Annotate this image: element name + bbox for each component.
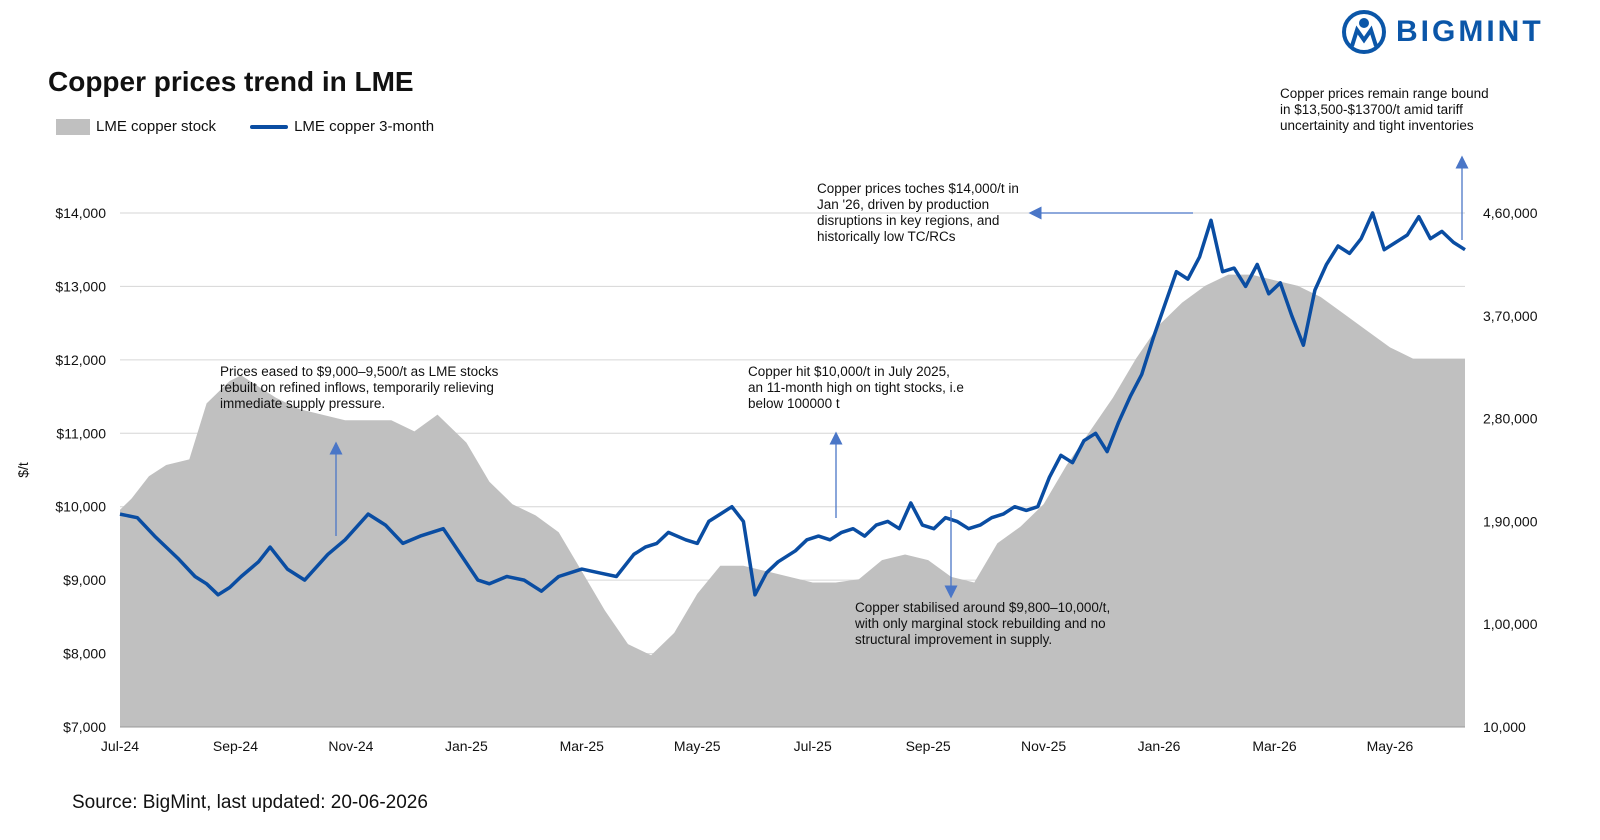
bigmint-logo-icon xyxy=(1342,10,1386,54)
y-left-tick-label: $14,000 xyxy=(55,205,106,221)
y-right-tick-label: 10,000 xyxy=(1483,719,1526,735)
x-tick-label: May-25 xyxy=(674,738,721,754)
page-title: Copper prices trend in LME xyxy=(48,66,414,97)
brand-logo: BIGMINT xyxy=(1342,10,1544,54)
stock-area-layer xyxy=(120,274,1465,727)
price-line-layer xyxy=(119,211,1466,597)
x-tick-label: Mar-26 xyxy=(1252,738,1297,754)
price-line xyxy=(119,211,1466,597)
legend-item-price: LME copper 3-month xyxy=(250,118,434,135)
x-tick-label: Sep-24 xyxy=(213,738,258,754)
x-tick-label: Mar-25 xyxy=(560,738,605,754)
annotation-text-1: Prices eased to $9,000–9,500/t as LME st… xyxy=(220,364,499,411)
axes: $7,000 $8,000 $9,000 $10,000 $11,000 $12,000 $… xyxy=(15,205,1538,754)
annotation-text-4: Copper stabilised around $9,800–10,000/t… xyxy=(854,600,1110,647)
x-tick-label: Nov-24 xyxy=(328,738,373,754)
legend-swatch-stock xyxy=(56,118,90,135)
y-left-tick-label: $12,000 xyxy=(55,352,106,368)
y-left-tick-label: $7,000 xyxy=(63,719,106,735)
y-right-tick-label: 2,80,000 xyxy=(1483,411,1538,427)
annotation-text-2: Copper hit $10,000/t in July 2025, an 11-… xyxy=(748,364,964,411)
chart-legend: LME copper stock LME copper 3-month xyxy=(56,118,434,135)
x-tick-label: Jan-26 xyxy=(1138,738,1181,754)
x-tick-label: Sep-25 xyxy=(906,738,951,754)
x-tick-label: Nov-25 xyxy=(1021,738,1066,754)
legend-label-stock: LME copper stock xyxy=(96,118,217,135)
y-right-tick-label: 3,70,000 xyxy=(1483,308,1538,324)
source-note: Source: BigMint, last updated: 20-06-202… xyxy=(72,792,428,813)
x-tick-label: Jul-25 xyxy=(794,738,832,754)
legend-item-stock: LME copper stock xyxy=(56,118,216,135)
stock-area xyxy=(120,274,1465,727)
x-tick-label: May-26 xyxy=(1367,738,1414,754)
brand-name: BIGMINT xyxy=(1396,15,1544,48)
annotation-arrows xyxy=(329,155,1469,599)
y-right-tick-label: 1,00,000 xyxy=(1483,616,1538,632)
y-left-tick-label: $10,000 xyxy=(55,499,106,515)
y-left-tick-label: $8,000 xyxy=(63,646,106,662)
legend-swatch-price xyxy=(250,124,289,129)
y-right-tick-label: 1,90,000 xyxy=(1483,513,1538,529)
y-right-tick-label: 4,60,000 xyxy=(1483,205,1538,221)
x-tick-label: Jan-25 xyxy=(445,738,488,754)
y-left-tick-label: $9,000 xyxy=(63,572,106,588)
annotation-text-3: Copper prices toches $14,000/t in Jan '26… xyxy=(817,181,1019,244)
legend-label-price: LME copper 3-month xyxy=(294,118,435,135)
y-left-tick-label: $13,000 xyxy=(55,278,106,294)
x-tick-label: Jul-24 xyxy=(101,738,139,754)
y-left-tick-label: $11,000 xyxy=(56,425,106,441)
y-axis-label: $/t xyxy=(15,462,31,478)
annotation-text-5: Copper prices remain range bound in $13,5… xyxy=(1280,86,1489,133)
annotations: Prices eased to $9,000–9,500/t as LME st… xyxy=(220,86,1489,647)
